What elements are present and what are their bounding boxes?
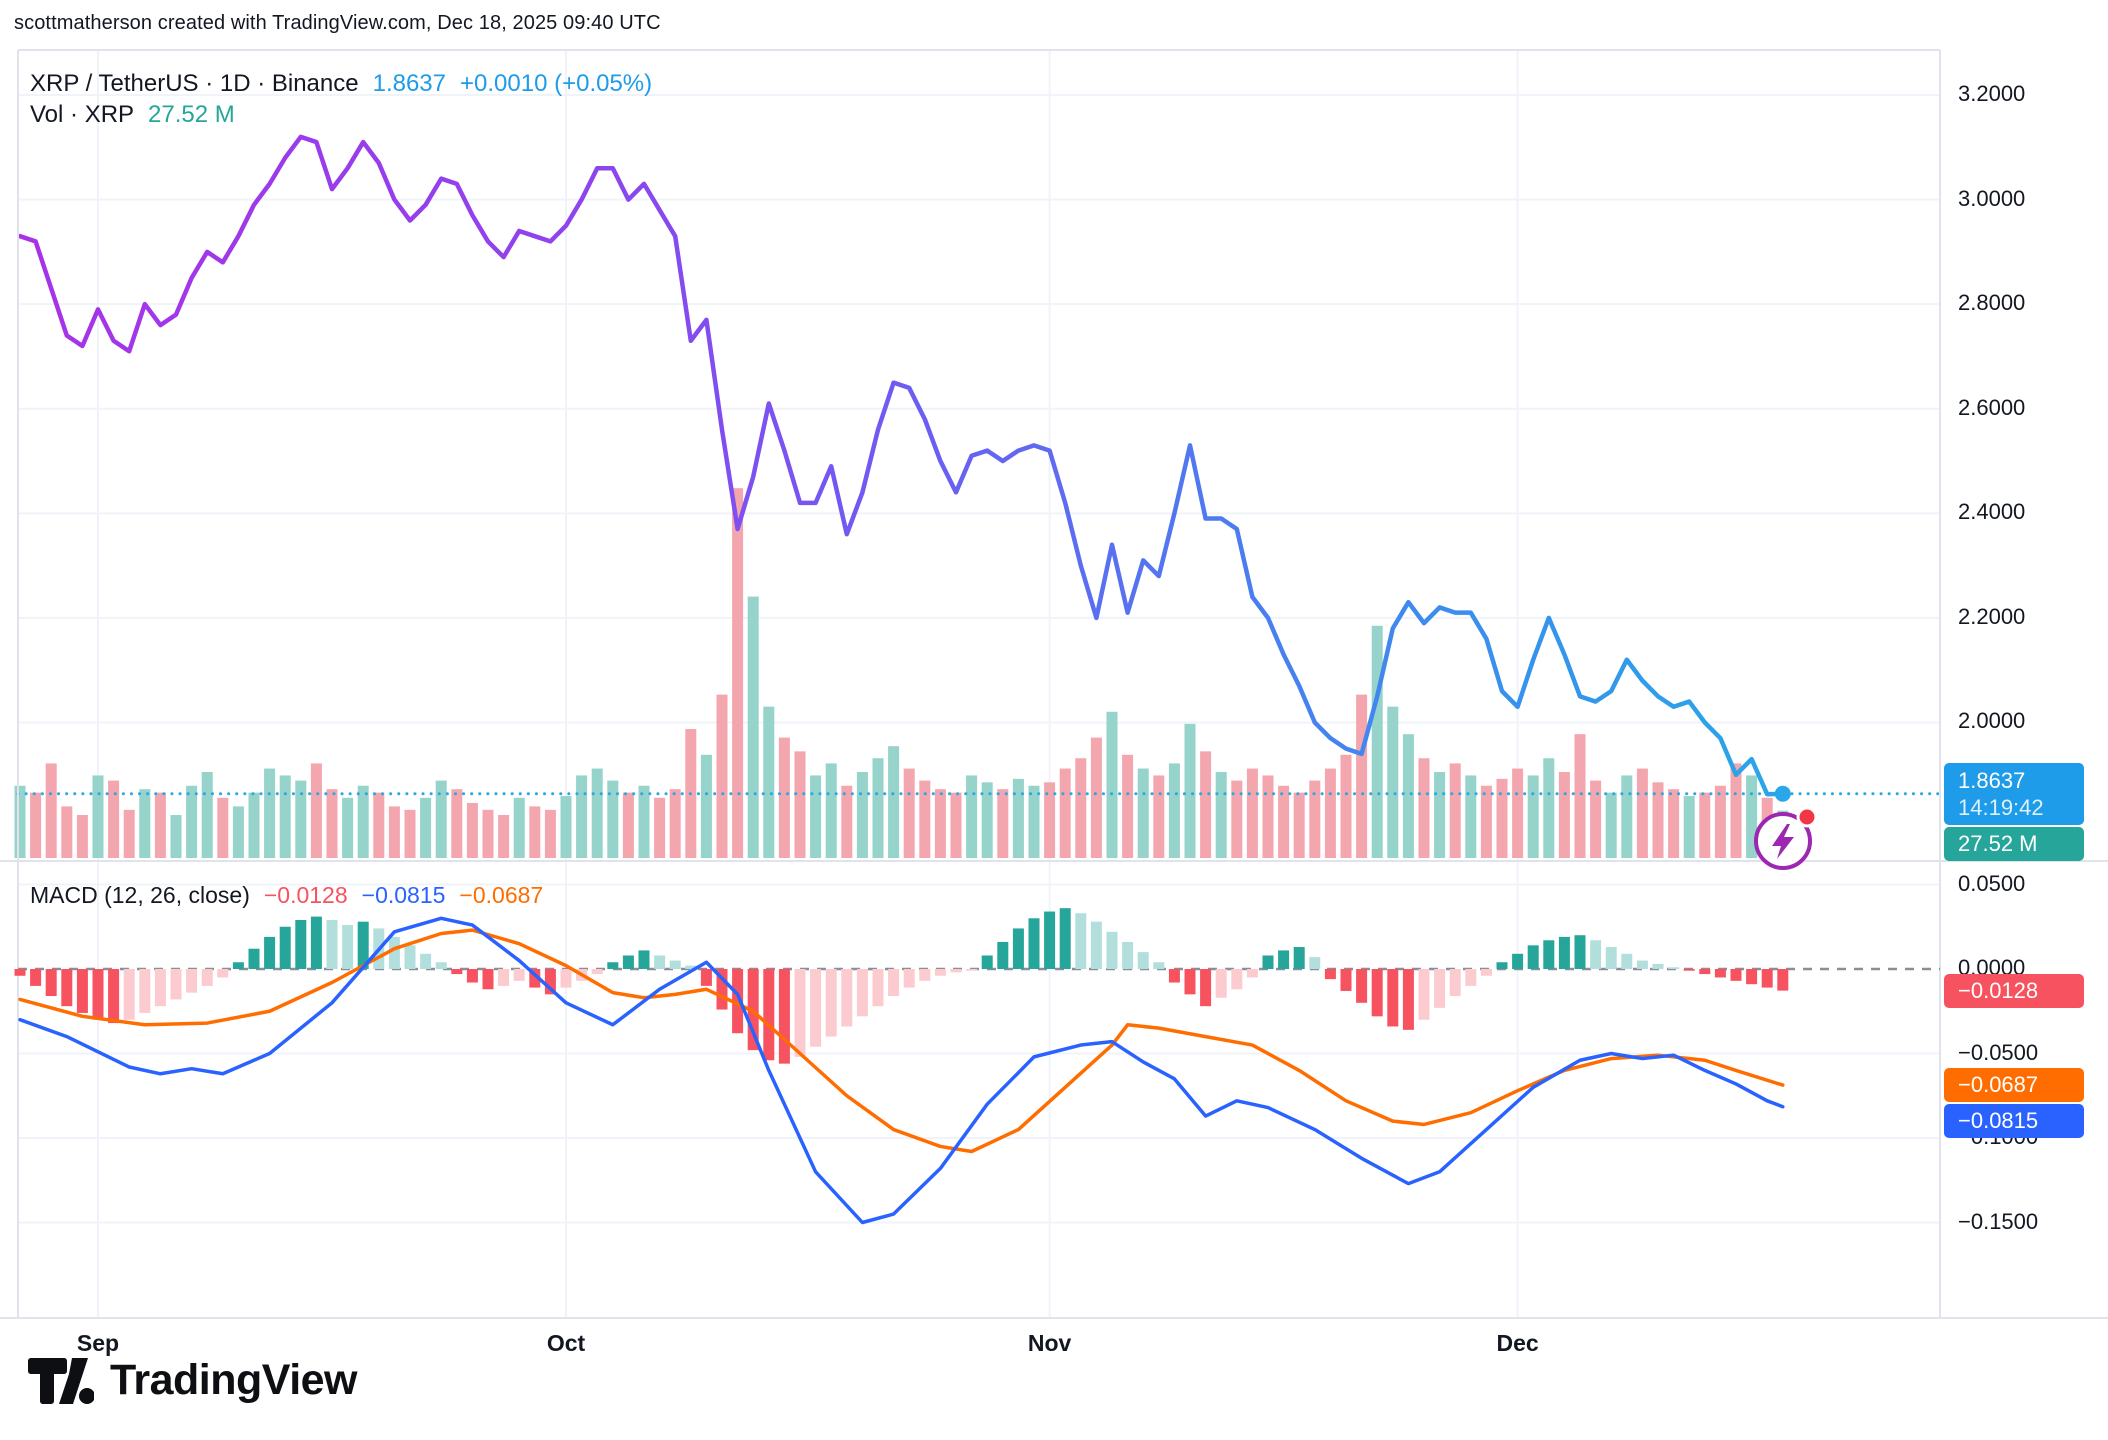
month-label-oct: Oct: [546, 1330, 586, 1356]
legend-volume-label[interactable]: Vol · XRP: [30, 101, 135, 128]
macd-line-badge: −0.0815: [1944, 1104, 2084, 1139]
price-badge-time: 14:19:42: [1958, 794, 2044, 820]
macd-hist-value: −0.0128: [263, 881, 348, 908]
macd-signal-badge: −0.0687: [1944, 1068, 2084, 1103]
macd-hist-badge: −0.0128: [1944, 973, 2084, 1008]
macd-line-value: −0.0815: [361, 881, 446, 908]
macd-axis-label: −0.0500: [1958, 1039, 2039, 1065]
tradingview-logo-mark-icon: [28, 1357, 94, 1404]
price-axis-label: 2.4000: [1958, 499, 2026, 525]
volume-badge: 27.52 M: [1944, 826, 2084, 861]
boost-lightning-icon[interactable]: [1749, 803, 1823, 880]
macd-axis-label: −0.1500: [1958, 1208, 2039, 1234]
main-legend: XRP / TetherUS · 1D · Binance 1.8637 +0.…: [30, 68, 652, 100]
macd-axis-label: 0.0500: [1958, 870, 2026, 896]
volume-legend: Vol · XRP 27.52 M: [30, 100, 235, 130]
macd-legend-title[interactable]: MACD (12, 26, close): [30, 881, 250, 908]
macd-signal-value: −0.0687: [459, 881, 544, 908]
price-axis-label: 2.0000: [1958, 708, 2026, 734]
month-label-nov: Nov: [1027, 1330, 1072, 1356]
legend-symbol[interactable]: XRP / TetherUS · 1D · Binance: [30, 70, 359, 97]
attribution-bar: scottmatherson created with TradingView.…: [14, 0, 661, 46]
legend-last-price: 1.8637: [372, 70, 446, 97]
legend-volume-value: 27.52 M: [148, 101, 235, 128]
price-badge-value: 1.8637: [1958, 767, 2026, 793]
price-axis-label: 2.2000: [1958, 603, 2026, 629]
attribution-text: scottmatherson created with TradingView.…: [14, 11, 661, 34]
price-axis-label: 3.0000: [1958, 185, 2026, 211]
price-badge: 1.8637 14:19:42: [1944, 762, 2084, 825]
macd-legend: MACD (12, 26, close) −0.0128 −0.0815 −0.…: [30, 880, 543, 910]
price-axis-label: 2.6000: [1958, 394, 2026, 420]
tradingview-logo-text: TradingView: [110, 1356, 358, 1404]
month-label-sep: Sep: [76, 1330, 120, 1356]
legend-change: +0.0010 (+0.05%): [460, 70, 653, 97]
tradingview-logo[interactable]: TradingView: [28, 1356, 358, 1405]
price-axis-label: 2.8000: [1958, 290, 2026, 316]
month-label-dec: Dec: [1496, 1330, 1539, 1356]
price-axis-label: 3.2000: [1958, 81, 2026, 106]
